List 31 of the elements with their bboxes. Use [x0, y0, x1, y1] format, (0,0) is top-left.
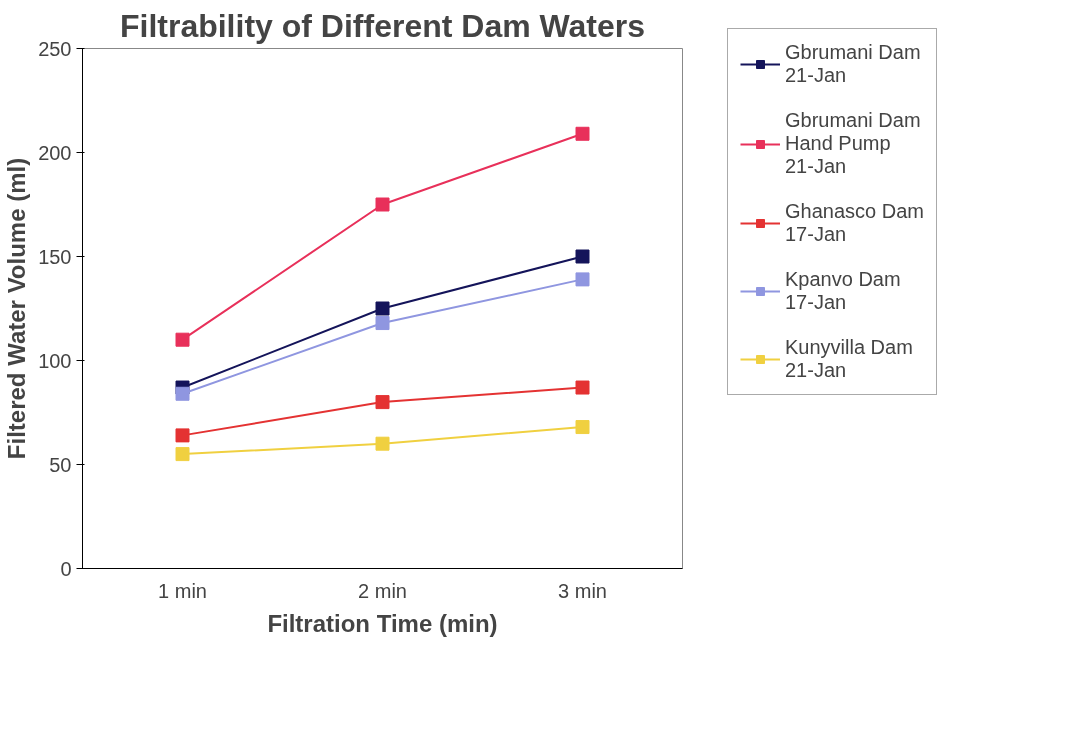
y-tick-label: 50 [49, 453, 72, 476]
point [175, 332, 190, 347]
chart-title: Filtrability of Different Dam Waters [119, 7, 646, 44]
y-axis-title: Filtered Water Volume (ml) [3, 157, 31, 460]
legend-label: Ghanasco Dam 17-Jan [785, 200, 924, 247]
y-tick-label: 0 [60, 557, 72, 580]
point [375, 197, 390, 212]
legend-label: Kunyvilla Dam 21-Jan [785, 336, 913, 383]
point [575, 420, 590, 435]
legend-label: Kpanvo Dam 17-Jan [785, 268, 901, 315]
legend-label: Gbrumani Dam 21-Jan [785, 41, 921, 88]
legend-label: Gbrumani Dam Hand Pump 21-Jan [785, 109, 921, 179]
point [175, 386, 190, 401]
y-tick-label: 200 [38, 141, 72, 164]
x-tick-label: 1 min [158, 579, 207, 602]
x-tick-label: 2 min [358, 579, 407, 602]
point [375, 316, 390, 331]
x-tick-label: 3 min [558, 579, 607, 602]
point [575, 272, 590, 287]
point [175, 447, 190, 462]
y-tick-label: 150 [38, 245, 72, 268]
point [175, 428, 190, 443]
y-tick-label: 250 [38, 37, 72, 60]
point [375, 301, 390, 316]
point [375, 395, 390, 410]
point [375, 436, 390, 451]
point [575, 380, 590, 395]
point [575, 249, 590, 264]
point [575, 126, 590, 141]
x-axis-title: Filtration Time (min) [267, 609, 498, 637]
y-tick-label: 100 [38, 349, 72, 372]
